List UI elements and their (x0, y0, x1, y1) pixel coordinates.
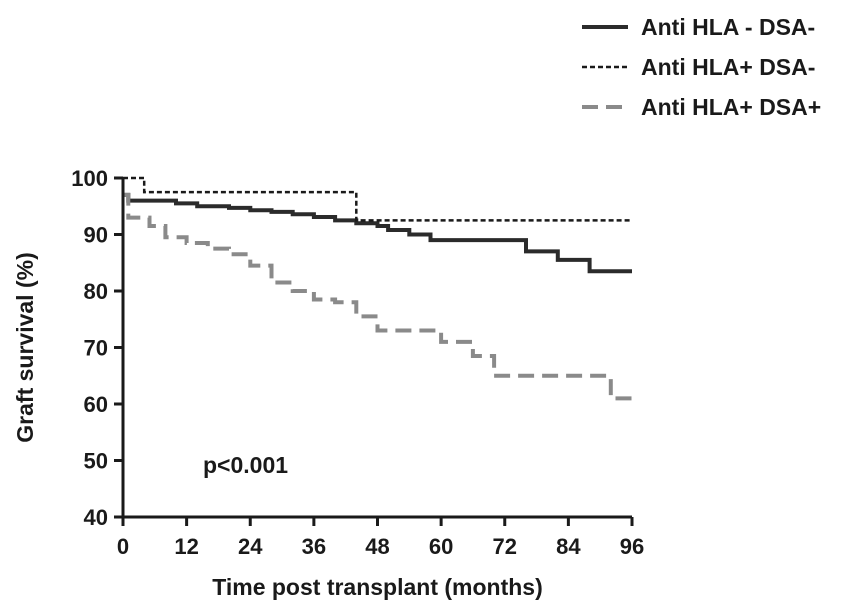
x-tick-label: 96 (620, 534, 644, 559)
series-line-1 (123, 192, 632, 274)
x-ticks: 0 12 24 36 48 60 72 84 96 (117, 517, 644, 559)
x-tick-label: 36 (302, 534, 326, 559)
survival-curves (123, 176, 632, 401)
y-axis-label: Graft survival (%) (12, 252, 38, 442)
legend-label: Anti HLA+ DSA+ (641, 94, 821, 120)
x-tick-label: 48 (365, 534, 389, 559)
x-tick-label: 12 (174, 534, 198, 559)
x-tick-label: 24 (238, 534, 263, 559)
axes (121, 178, 632, 519)
y-tick-label: 90 (84, 223, 108, 248)
series-line-3 (123, 192, 632, 401)
x-axis-label: Time post transplant (months) (212, 574, 543, 600)
x-tick-label: 0 (117, 534, 129, 559)
series-line-2 (123, 176, 632, 222)
y-tick-label: 50 (84, 449, 108, 474)
x-tick-label: 84 (556, 534, 581, 559)
y-tick-label: 100 (71, 166, 108, 191)
legend-label: Anti HLA+ DSA- (641, 54, 815, 80)
x-tick-label: 60 (429, 534, 453, 559)
legend-label: Anti HLA - DSA- (641, 14, 815, 40)
y-tick-label: 80 (84, 279, 108, 304)
x-tick-label: 72 (493, 534, 517, 559)
y-tick-label: 60 (84, 392, 108, 417)
y-ticks: 40 50 60 70 80 90 100 (71, 166, 123, 530)
y-tick-label: 40 (84, 505, 108, 530)
legend: Anti HLA - DSA- Anti HLA+ DSA- Anti HLA+ D… (582, 14, 821, 120)
p-value-annotation: p<0.001 (203, 452, 288, 478)
y-tick-label: 70 (84, 336, 108, 361)
